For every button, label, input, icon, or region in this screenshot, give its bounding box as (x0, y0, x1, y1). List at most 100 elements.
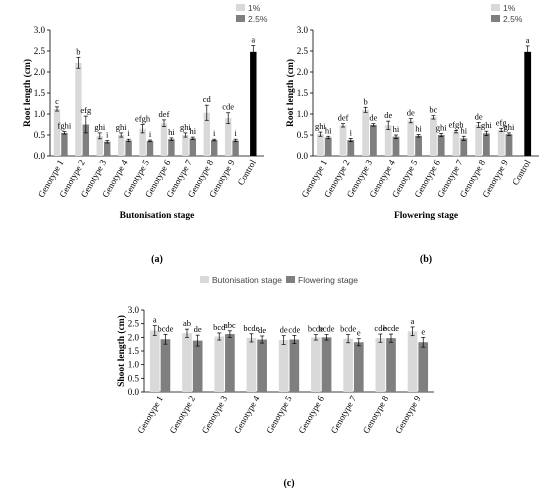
series-0-4-letter-label: bcde (243, 323, 259, 333)
panel-caption: (a) (151, 254, 163, 265)
y-tick-label: 0.5 (34, 130, 46, 140)
series-0-3-bar (214, 336, 225, 392)
series-1-5-bar (415, 135, 422, 156)
legend-label-0: 1% (248, 3, 261, 13)
legend-label-1: 2.5% (248, 14, 268, 24)
series-1-1-bar (61, 132, 68, 156)
series-1-9-letter-label: i (234, 128, 237, 138)
legend-label-1: Flowering stage (298, 275, 358, 285)
y-tick-label: 3.0 (297, 25, 309, 35)
series-0-6-letter-label: def (159, 109, 170, 119)
legend-swatch-0 (236, 4, 245, 11)
series-0-4-letter-label: ghi (116, 122, 128, 132)
series-1-8-letter-label: ghi (481, 120, 493, 130)
series-0-7-letter-label: efgh (448, 119, 464, 129)
series-1-2-letter-label: efg (80, 105, 92, 115)
legend-swatch-1 (286, 276, 295, 283)
series-1-7-bar (460, 138, 468, 156)
y-axis-label: Shoot length (cm) (116, 315, 127, 387)
y-axis-label: Root length (cm) (285, 59, 296, 127)
y-tick-label: 0.0 (297, 151, 309, 161)
y-tick-label: 1.0 (297, 109, 309, 119)
y-tick-label: 1.0 (34, 109, 46, 119)
x-tick-label: Genotype 7 (329, 394, 359, 436)
series-0-4-bar (246, 337, 257, 392)
series-1-7-bar (189, 138, 197, 156)
series-1-5-letter-label: cde (288, 324, 300, 334)
series-1-3-letter-label: i (106, 129, 109, 139)
series-0-9-bar (407, 331, 418, 392)
series-1-2-letter-label: i (350, 127, 353, 137)
series-1-1-bar (324, 137, 332, 156)
series-0-2-letter-label: b (76, 46, 80, 56)
series-1-5-letter-label: i (149, 129, 152, 139)
y-tick-label: 2.5 (34, 46, 46, 56)
series-1-7-letter-label: hi (460, 125, 467, 135)
series-1-9-bar (418, 342, 429, 392)
series-1-7-bar (353, 342, 364, 392)
series-1-2-bar (82, 124, 90, 156)
series-0-9-bar (497, 129, 505, 156)
series-0-1-letter-label: a (153, 315, 157, 325)
series-1-8-bar (211, 140, 218, 156)
x-tick-label: Genotype 6 (296, 394, 326, 436)
series-1-5-bar (146, 140, 154, 156)
series-1-5-bar (289, 339, 300, 392)
series-0-6-letter-label: bcde (308, 324, 324, 334)
y-tick-label: 1.5 (128, 346, 140, 356)
panel-caption: (b) (420, 254, 432, 265)
x-tick-label: Genotype 4 (232, 394, 262, 436)
series-1-4-bar (125, 140, 132, 156)
y-tick-label: 1.0 (128, 360, 140, 370)
panel-caption: (c) (283, 478, 294, 489)
series-0-1-letter-label: c (55, 96, 59, 106)
series-0-5-letter-label: efgh (135, 114, 151, 124)
control-bar (250, 51, 257, 157)
series-1-9-bar (232, 140, 239, 156)
x-tick-label: Genotype 2 (168, 394, 198, 435)
series-1-6-letter-label: hi (168, 127, 175, 137)
series-1-4-bar (392, 136, 400, 156)
series-0-6-letter-label: bc (429, 105, 437, 115)
series-0-5-bar (139, 128, 146, 156)
series-1-7-letter-label: hi (189, 126, 196, 136)
series-1-2-bar (192, 340, 203, 392)
series-0-3-letter-label: ghi (94, 122, 106, 132)
chart-panel-b: 0.0 0.5 1.0 1.5 2.0 2.5 3.0 Root length (cm) ghi… (285, 3, 539, 265)
series-0-7-letter-label: ghi (180, 122, 192, 132)
series-0-7-bar (452, 131, 460, 156)
y-tick-label: 0.5 (297, 130, 309, 140)
series-1-3-bar (225, 334, 235, 392)
series-1-7-letter-label: e (357, 328, 361, 338)
series-0-3-bar (96, 135, 103, 156)
series-0-2-bar (182, 333, 192, 392)
series-0-5-letter-label: de (280, 325, 288, 335)
y-tick-label: 2.0 (34, 67, 46, 77)
series-0-7-letter-label: bcde (340, 324, 356, 334)
x-tick-label-control: Control (510, 158, 533, 187)
y-tick-label: 2.5 (128, 319, 140, 329)
series-0-8-bar (203, 112, 210, 156)
series-0-1-bar (53, 108, 61, 156)
legend-swatch-0 (200, 276, 209, 283)
x-tick-label: Genotype 9 (393, 394, 423, 436)
series-0-7-bar (343, 338, 353, 392)
series-1-1-bar (160, 339, 171, 392)
series-0-6-bar (311, 337, 321, 392)
series-0-9-letter-label: a (411, 316, 415, 326)
y-tick-label: 3.0 (34, 25, 46, 35)
series-1-2-letter-label: de (194, 324, 202, 334)
series-0-4-letter-label: de (384, 110, 392, 120)
series-0-3-letter-label: b (363, 96, 367, 106)
series-0-3-letter-label: bcd (213, 322, 226, 332)
series-1-5-letter-label: hi (415, 124, 422, 134)
series-1-1-letter-label: fghi (58, 121, 72, 131)
series-1-1-letter-label: bcde (157, 323, 173, 333)
series-1-8-letter-label: bcde (383, 323, 399, 333)
series-1-4-letter-label: hi (393, 124, 400, 134)
x-axis-label: Flowering stage (394, 211, 458, 221)
series-0-5-bar (278, 340, 289, 392)
x-tick-label: Genotype 5 (264, 394, 294, 436)
y-tick-label: 2.0 (297, 67, 309, 77)
